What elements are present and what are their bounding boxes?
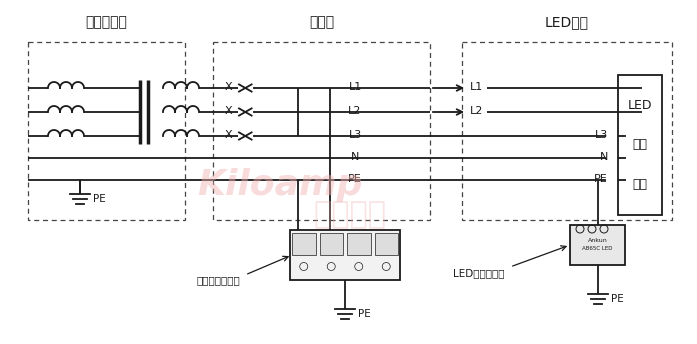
Text: 开关: 开关 [632, 139, 648, 151]
Text: L3: L3 [348, 130, 362, 140]
Text: LED: LED [628, 99, 652, 112]
Text: N: N [351, 152, 359, 162]
Text: L2: L2 [470, 106, 484, 116]
Text: L3: L3 [595, 130, 608, 140]
Text: 科安技术: 科安技术 [314, 201, 387, 229]
Text: X: X [224, 106, 232, 116]
Text: LED路灯: LED路灯 [545, 15, 589, 29]
Text: N: N [599, 152, 608, 162]
Text: L1: L1 [470, 82, 483, 92]
Text: X: X [224, 82, 232, 92]
Text: 配电箱: 配电箱 [309, 15, 334, 29]
Text: Kiloamp: Kiloamp [197, 168, 362, 202]
Text: X: X [224, 130, 232, 140]
Polygon shape [347, 233, 371, 255]
Text: Ankun: Ankun [588, 238, 607, 244]
Text: PE: PE [93, 194, 106, 204]
Polygon shape [290, 230, 400, 280]
Text: PE: PE [611, 294, 623, 304]
Text: L2: L2 [348, 106, 362, 116]
Text: L1: L1 [348, 82, 362, 92]
Polygon shape [570, 225, 625, 265]
Text: AB65C LED: AB65C LED [582, 247, 613, 251]
Text: 天通流防雷模块: 天通流防雷模块 [197, 275, 240, 285]
Polygon shape [292, 233, 316, 255]
Text: 电源: 电源 [632, 178, 648, 191]
Text: PE: PE [595, 174, 608, 184]
Polygon shape [319, 233, 343, 255]
Text: LED电源防雷器: LED电源防雷器 [454, 268, 505, 278]
Polygon shape [374, 233, 398, 255]
Text: PE: PE [358, 309, 371, 319]
Text: 电源变压器: 电源变压器 [86, 15, 128, 29]
Text: PE: PE [348, 174, 362, 184]
